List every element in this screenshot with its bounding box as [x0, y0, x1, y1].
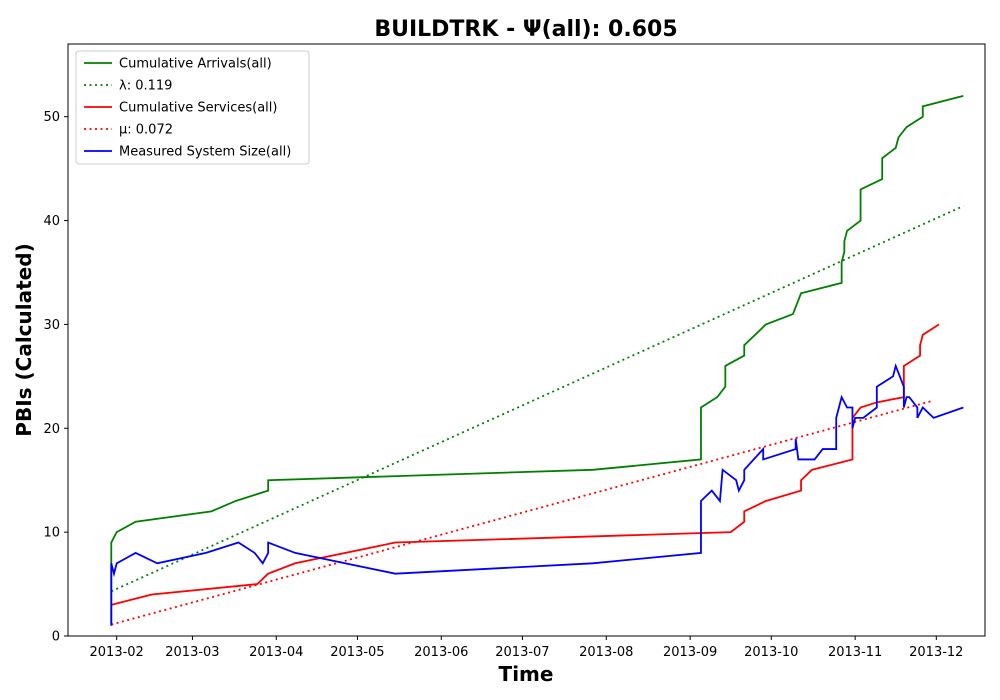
- series-line-2: [111, 323, 940, 606]
- x-tick-label: 2013-10: [744, 645, 798, 660]
- series-line-3: [111, 400, 932, 626]
- y-tick-label: 30: [43, 318, 60, 333]
- legend-label-1: λ: 0.119: [119, 79, 172, 94]
- x-tick-label: 2013-08: [579, 645, 633, 660]
- x-tick-label: 2013-12: [909, 645, 963, 660]
- x-tick-label: 2013-02: [90, 645, 144, 660]
- x-tick-label: 2013-09: [663, 645, 717, 660]
- x-tick-label: 2013-07: [495, 645, 549, 660]
- y-tick-label: 10: [43, 526, 60, 541]
- y-tick-label: 0: [52, 630, 60, 645]
- x-tick-label: 2013-05: [330, 645, 384, 660]
- legend-label-0: Cumulative Arrivals(all): [119, 57, 272, 72]
- legend-label-2: Cumulative Services(all): [119, 101, 277, 116]
- x-axis-label: Time: [499, 662, 554, 686]
- y-tick-label: 20: [43, 422, 60, 437]
- series-line-4: [110, 363, 964, 626]
- y-tick-label: 40: [43, 214, 60, 229]
- x-tick-label: 2013-04: [249, 645, 303, 660]
- x-tick-label: 2013-06: [414, 645, 468, 660]
- axes-frame: [67, 43, 986, 637]
- y-tick-label: 50: [43, 110, 60, 125]
- x-tick-label: 2013-03: [165, 645, 219, 660]
- legend-label-4: Measured System Size(all): [119, 145, 291, 160]
- series-line-0: [110, 95, 964, 626]
- y-axis-label: PBIs (Calculated): [12, 243, 36, 436]
- plot-area: 2013-02 2013-03 2013-04 2013-05 2013-06 2013-…: [43, 43, 986, 660]
- series-line-1: [110, 205, 964, 593]
- legend-box: [75, 50, 310, 165]
- legend: Cumulative Arrivals(all) λ: 0.119 Cumulati…: [75, 50, 310, 165]
- x-tick-label: 2013-11: [828, 645, 882, 660]
- chart-title: BUILDTRK - Ψ(all): 0.605: [374, 17, 677, 42]
- legend-label-3: μ: 0.072: [119, 123, 173, 138]
